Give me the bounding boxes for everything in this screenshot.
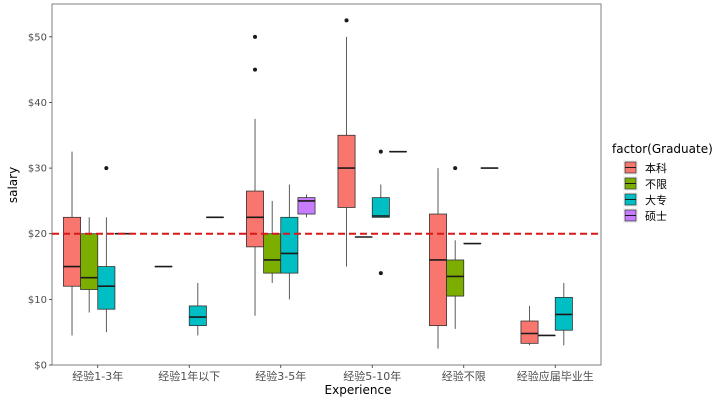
plot-panel [51, 3, 602, 366]
box-2-3 [371, 149, 390, 276]
y-axis-title: salary [6, 167, 20, 203]
box-0-4 [429, 168, 447, 349]
legend-key [623, 208, 638, 223]
box-iqr [280, 216, 299, 274]
box-iqr [97, 266, 116, 310]
outlier-point [378, 271, 383, 276]
box-2-1 [188, 282, 207, 336]
box-1-4 [446, 166, 465, 329]
y-tick-label: $0 [34, 361, 47, 372]
legend-label: 本科 [645, 161, 667, 175]
box-0-3 [337, 18, 356, 267]
outlier-point [104, 166, 109, 171]
legend-label: 不限 [645, 178, 667, 191]
box-0-5 [520, 305, 539, 346]
box-iqr [446, 259, 465, 297]
x-tick-label: 经验5-10年 [343, 369, 401, 383]
box-iqr [246, 190, 264, 248]
box-2-5 [554, 282, 573, 346]
x-axis: 经验1-3年 经验1年以下 经验3-5年 经验5-10年 经验不限 经验应届毕业生 [72, 365, 594, 383]
y-tick-label: $50 [28, 32, 47, 43]
box-iqr [337, 134, 356, 208]
outlier-point [253, 34, 258, 39]
y-tick-label: $30 [28, 164, 47, 175]
y-tick-label: $10 [28, 295, 47, 306]
legend-key [623, 192, 638, 207]
box-iqr [371, 197, 390, 218]
box-iqr [263, 233, 282, 274]
legend-label: 硕士 [645, 210, 667, 223]
y-tick-label: $40 [28, 98, 47, 109]
legend-title: factor(Graduate) [612, 142, 713, 156]
x-tick-label: 经验应届毕业生 [517, 369, 594, 383]
y-tick-label: $20 [28, 229, 47, 240]
x-tick-label: 经验3-5年 [255, 369, 306, 383]
legend-label: 大专 [645, 193, 667, 207]
outlier-point [344, 18, 349, 23]
box-iqr [80, 233, 99, 290]
box-iqr [520, 320, 539, 344]
outlier-point [253, 67, 258, 72]
x-tick-label: 经验1-3年 [72, 369, 123, 383]
outlier-point [453, 166, 458, 171]
box-2-2 [280, 184, 299, 300]
x-axis-title: Experience [325, 383, 392, 397]
box-iqr [63, 216, 81, 287]
y-axis: $0 $10 $20 $30 $40 $50 [28, 32, 52, 372]
box-iqr [188, 305, 207, 327]
box-iqr [297, 197, 316, 215]
outlier-point [378, 149, 383, 154]
plot-area [51, 3, 602, 366]
box-1-2 [263, 200, 282, 283]
legend-key [623, 176, 638, 191]
x-tick-label: 经验1年以下 [158, 369, 220, 383]
legend-key [623, 160, 638, 175]
x-tick-label: 经验不限 [442, 369, 486, 383]
box-2-0 [97, 166, 116, 333]
box-3-2 [297, 194, 316, 218]
box-iqr [429, 213, 447, 327]
